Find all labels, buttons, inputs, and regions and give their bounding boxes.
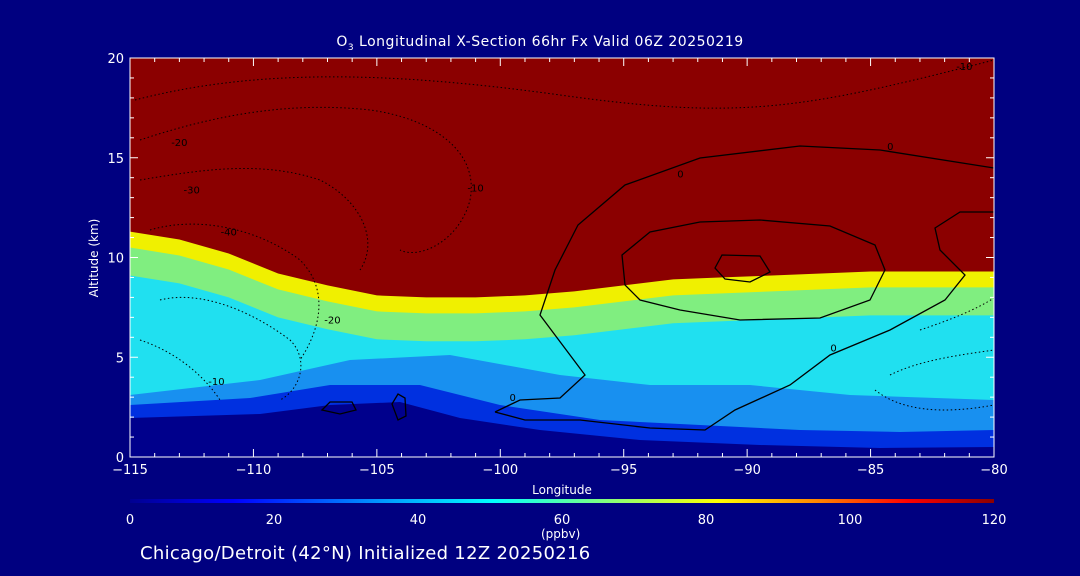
contour-zero-line	[494, 211, 994, 431]
contour-loop	[621, 219, 886, 321]
contour-label: -10	[956, 62, 972, 73]
colorbar-ticks: 0 20 40 60 80 100 120	[126, 513, 1007, 528]
colorbar-tick-label: 80	[698, 513, 715, 528]
y-tick-label: 15	[107, 152, 124, 167]
y-tick-label: 5	[116, 351, 124, 366]
y-axis: 0 5 10 15 20	[107, 52, 994, 466]
contour-small-loop	[391, 393, 407, 421]
x-tick-label: −115	[112, 463, 148, 478]
colorbar-tick-label: 0	[126, 513, 134, 528]
x-axis-label: Longitude	[532, 483, 592, 497]
x-tick-label: −100	[482, 463, 518, 478]
contour-label: -30	[184, 186, 200, 197]
colorbar-tick-label: 60	[554, 513, 571, 528]
x-tick-label: −80	[980, 463, 1007, 478]
contour-label: 0	[677, 170, 683, 181]
x-tick-label: −90	[733, 463, 760, 478]
contour-label: 0	[830, 343, 836, 354]
contour-zero-line	[494, 145, 994, 413]
x-axis: −115 −110 −105 −100 −95 −90 −85 −80	[112, 58, 1008, 478]
y-tick-label: 20	[107, 52, 124, 67]
contour-labels: 0 0 0 0 -10 -10 -10 -20 -20 -30 -40	[171, 62, 972, 404]
x-tick-label: −85	[857, 463, 884, 478]
y-axis-label: Altitude (km)	[87, 219, 101, 298]
contour-label: -20	[324, 315, 340, 326]
y-tick-label: 0	[116, 451, 124, 466]
contour-small-loop	[320, 401, 357, 415]
contour-label: -10	[467, 184, 483, 195]
contour-label: -20	[171, 138, 187, 149]
footer-caption: Chicago/Detroit (42°N) Initialized 12Z 2…	[140, 543, 591, 564]
contour-loop-inner	[714, 254, 771, 283]
contour-label: -40	[221, 228, 237, 239]
ozone-field	[130, 58, 994, 457]
colorbar-tick-label: 40	[410, 513, 427, 528]
colorbar-tick-label: 20	[266, 513, 283, 528]
x-tick-label: −105	[359, 463, 395, 478]
y-tick-label: 10	[107, 252, 124, 267]
x-tick-label: −110	[236, 463, 272, 478]
negative-contours	[134, 59, 994, 411]
colorbar	[130, 499, 994, 503]
chart-title: O3 Longitudinal X-Section 66hr Fx Valid …	[336, 34, 744, 53]
colorbar-unit: (ppbv)	[541, 527, 581, 541]
contour-label: -10	[208, 377, 224, 388]
colorbar-tick-label: 120	[982, 513, 1007, 528]
contour-label: 0	[509, 393, 515, 404]
contour-label: 0	[887, 142, 893, 153]
colorbar-tick-label: 100	[838, 513, 863, 528]
terrain-band	[130, 402, 994, 457]
ozone-difference-contours	[320, 145, 994, 431]
x-tick-label: −95	[610, 463, 637, 478]
